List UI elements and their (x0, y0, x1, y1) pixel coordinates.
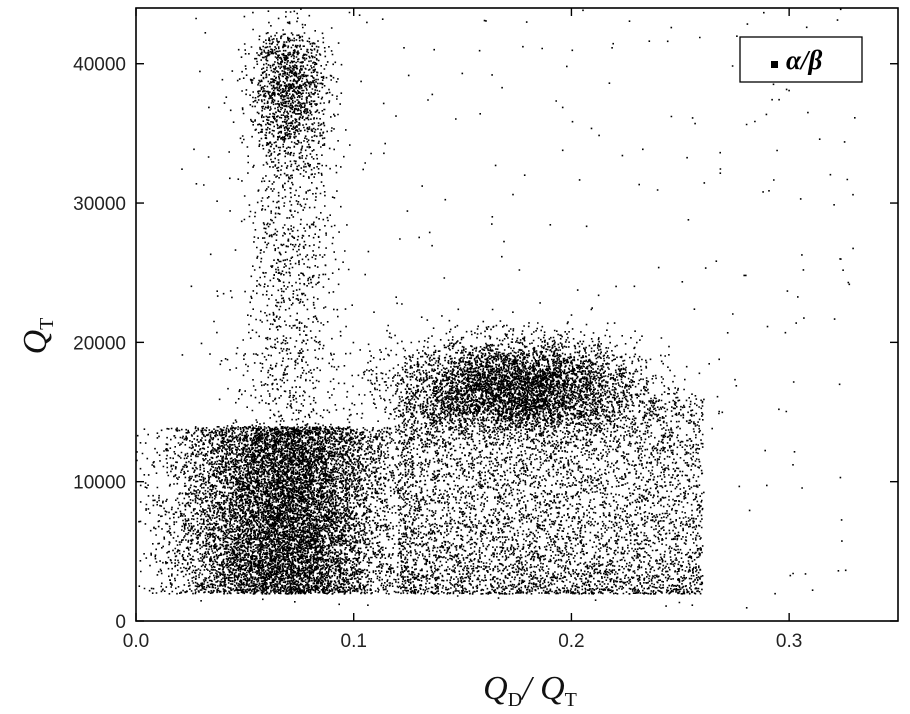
axis-ticks: 0.0 0.1 0.2 0.3 0 10000 20000 30000 40000 (73, 8, 898, 652)
x-axis-title-main: Q (483, 670, 508, 707)
x-axis-title: QD/ QT (483, 670, 577, 711)
x-axis-title-sub2: T (565, 689, 577, 711)
legend: α/β (739, 36, 863, 83)
y-axis-title-main: Q (17, 330, 54, 355)
x-tick-label: 0.3 (776, 631, 802, 652)
y-axis-title-sub: T (36, 318, 58, 330)
y-tick-label: 10000 (73, 473, 126, 494)
y-tick-label: 0 (115, 612, 126, 633)
legend-entry: α/β (786, 45, 822, 75)
x-tick-label: 0.2 (558, 631, 584, 652)
data-points (136, 8, 856, 609)
x-axis-title-sub1: D (508, 689, 522, 711)
legend-marker (771, 61, 778, 68)
y-tick-label: 40000 (73, 55, 126, 76)
legend-box (739, 36, 863, 83)
x-tick-label: 0.0 (123, 631, 149, 652)
y-tick-label: 20000 (73, 333, 126, 354)
x-axis-title-sep: / Q (520, 670, 565, 707)
x-tick-label: 0.1 (341, 631, 367, 652)
y-axis-title: QT (17, 318, 58, 355)
scatter-points-alpha-beta (136, 8, 856, 609)
y-tick-label: 30000 (73, 194, 126, 215)
plot-frame (135, 7, 899, 622)
